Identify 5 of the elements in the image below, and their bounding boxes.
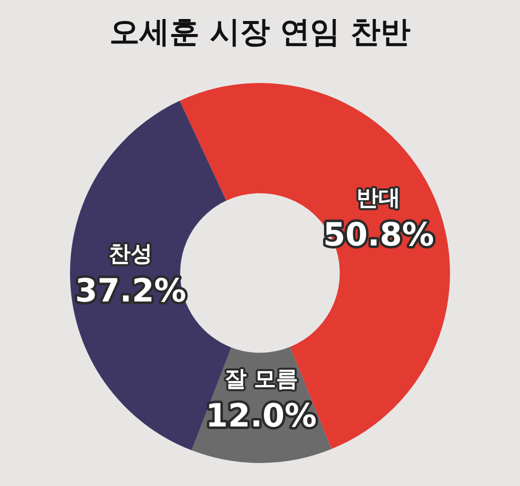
slice-label: 반대 bbox=[356, 186, 401, 211]
slice-label: 찬성 bbox=[108, 242, 153, 268]
data-label: 12.0% bbox=[206, 396, 317, 435]
slice-label: 잘 모름 bbox=[224, 367, 298, 392]
chart-title: 오세훈 시장 연임 찬반 bbox=[109, 14, 411, 50]
